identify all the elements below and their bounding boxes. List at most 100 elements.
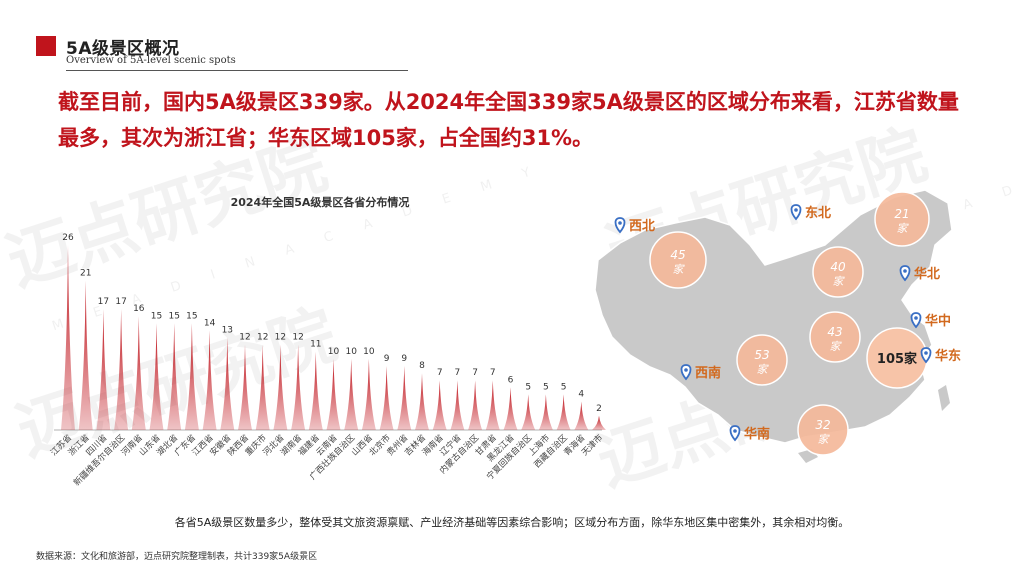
chart-title: 2024年全国5A级景区各省分布情况 [230,196,410,209]
bar [308,351,323,430]
data-label: 2 [596,404,602,414]
bar [592,415,606,430]
bar [485,380,500,430]
data-label: 12 [239,333,250,343]
location-pin-icon [680,364,692,381]
taiwan-island [938,385,950,411]
region-value: 43 [827,325,842,339]
region-name: 华北 [914,266,940,282]
title-divider [66,70,408,71]
region-value: 45 [670,248,685,262]
region-unit: 家 [897,222,910,235]
region-name: 华东 [935,348,961,364]
data-label: 10 [363,347,375,357]
data-label: 15 [186,311,197,321]
bar [468,380,483,430]
bar [344,358,359,430]
data-label: 12 [257,333,268,343]
bar [574,401,589,430]
bar [167,323,182,430]
region-name: 华南 [744,426,770,442]
data-label: 5 [525,382,531,392]
region-name: 华中 [925,313,951,329]
bar [326,358,341,430]
region-unit: 家 [757,363,770,376]
region-value: 32 [815,418,830,432]
data-label: 16 [133,304,145,314]
data-label: 8 [419,361,425,371]
region-bubble [736,334,788,386]
bar [96,309,111,430]
region-value: 21 [894,207,909,221]
data-label: 13 [222,326,233,336]
data-label: 6 [508,375,514,385]
data-label: 17 [98,297,109,307]
bar [131,316,146,430]
data-label: 10 [345,347,357,357]
bar [184,323,199,430]
headline: 截至目前，国内5A级景区339家。从2024年全国339家5A级景区的区域分布来… [58,84,978,156]
bar [379,365,394,430]
data-label: 15 [151,311,162,321]
region-name: 东北 [805,205,831,221]
location-pin-icon [899,265,911,282]
bar [361,358,376,430]
bar [255,344,270,430]
title-marker [36,36,56,56]
region-value: 105家 [877,351,918,367]
region-unit: 家 [673,263,686,276]
page-title: 5A级景区概况 [66,39,180,59]
region-unit: 家 [818,433,831,446]
location-pin-icon [614,217,626,234]
region-bubble [812,246,864,298]
region-bubble [797,404,849,456]
bar [291,344,306,430]
bar [273,344,288,430]
bar [78,280,93,430]
data-label: 15 [168,311,179,321]
bar [450,380,465,430]
region-name: 西南 [695,365,721,381]
data-label: 11 [310,340,321,350]
data-label: 17 [115,297,126,307]
bar [415,373,429,430]
region-unit: 家 [830,340,843,353]
page-subtitle: Overview of 5A-level scenic spots [66,55,236,66]
bar-chart: 26江苏省21浙江省17四川省17新疆维吾尔自治区16河南省15山东省15湖北省… [48,233,606,488]
region-bubble [809,311,861,363]
region-value: 40 [830,260,846,274]
region-name: 西北 [629,219,655,234]
data-label: 26 [62,233,74,243]
region-unit: 家 [833,275,846,288]
bar [556,394,571,430]
data-label: 5 [561,382,567,392]
bar [202,330,217,430]
headline-line-2: 最多，其次为浙江省；华东区域105家，占全国约31%。 [58,126,594,150]
bar [521,394,536,430]
data-label: 9 [401,354,407,364]
data-label: 4 [578,390,584,400]
bar [61,245,75,430]
region-value: 53 [754,348,769,362]
data-label: 7 [455,368,461,378]
location-pin-icon [790,204,802,221]
source-note: 数据来源：文化和旅游部，迈点研究院整理制表，共计339家5A级景区 [36,552,318,562]
region-bubble [874,191,930,247]
data-label: 7 [490,368,496,378]
data-label: 7 [472,368,478,378]
data-label: 10 [328,347,340,357]
data-label: 14 [204,318,216,328]
data-label: 5 [543,382,549,392]
data-label: 9 [384,354,390,364]
bar [432,380,447,430]
location-pin-icon [910,312,922,329]
bar [538,394,553,430]
data-label: 12 [292,333,303,343]
location-pin-icon [729,425,741,442]
data-label: 12 [275,333,286,343]
region-bubble [649,231,707,289]
conclusion-text: 各省5A级景区数量多少，整体受其文旅资源禀赋、产业经济基础等因素综合影响；区域分… [174,516,850,529]
location-pin-icon [920,347,932,364]
data-label: 21 [80,269,91,279]
bar [149,323,164,430]
